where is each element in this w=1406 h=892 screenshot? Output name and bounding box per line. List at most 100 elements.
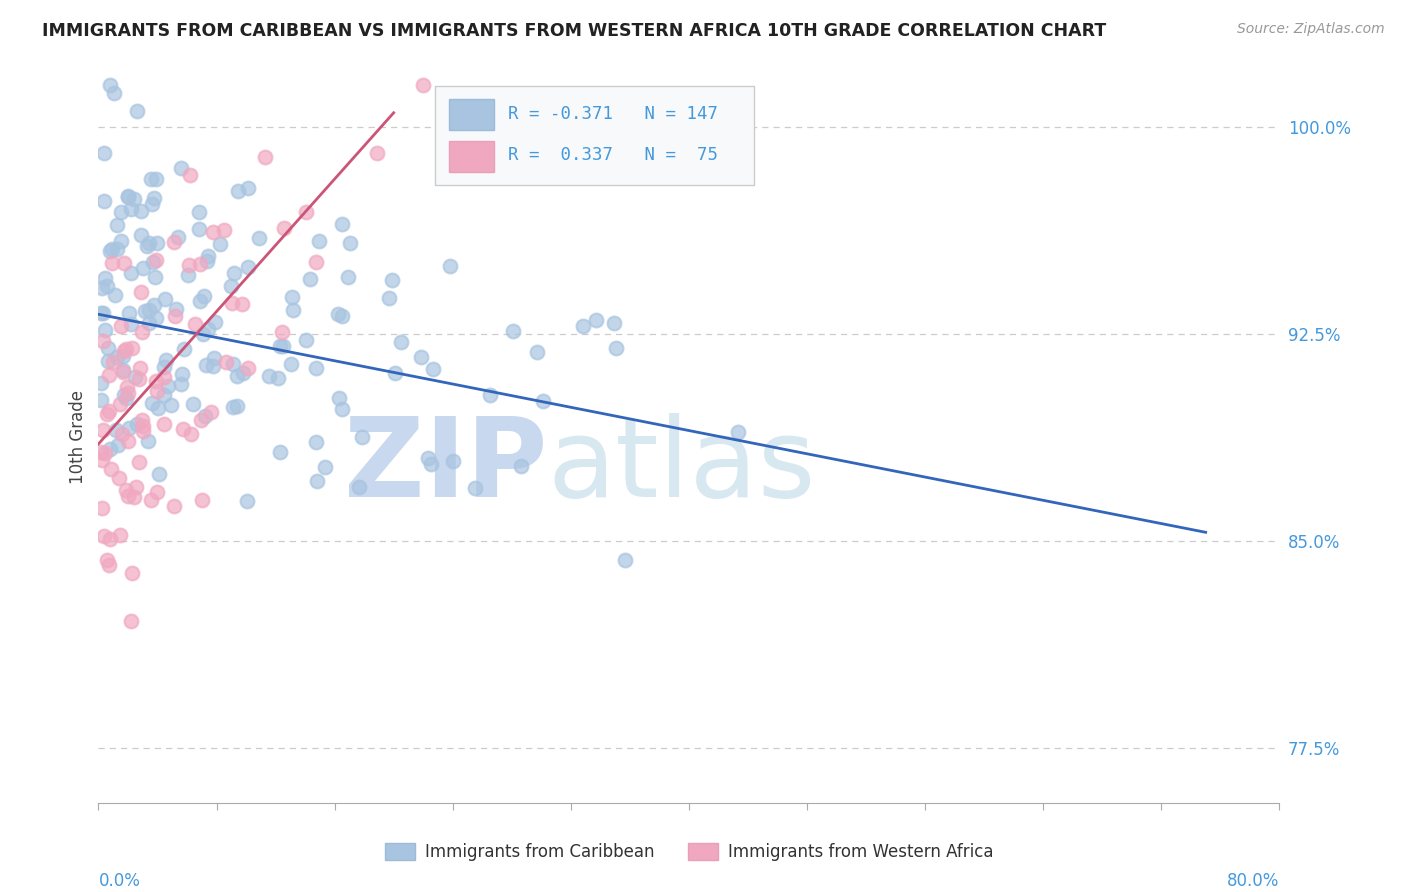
Point (269, 339, 291, 353)
Point (129, 360, 152, 375)
Point (236, 260, 259, 274)
Point (117, 386, 139, 401)
Point (326, 307, 349, 321)
Point (117, 420, 139, 434)
Point (336, 270, 359, 285)
Bar (449, 99, 494, 130)
Point (112, 350, 135, 364)
Point (273, 220, 295, 235)
Point (96, 408, 118, 422)
Point (142, 255, 165, 269)
Point (110, 205, 132, 219)
Point (225, 368, 247, 383)
Point (526, 344, 548, 359)
Point (305, 434, 328, 449)
Point (125, 417, 148, 431)
Point (330, 309, 353, 323)
Point (180, 426, 202, 441)
Point (572, 319, 595, 334)
Point (124, 370, 146, 384)
Point (101, 242, 124, 256)
Y-axis label: 10th Grade: 10th Grade (69, 390, 87, 484)
Point (531, 394, 554, 409)
Point (122, 192, 145, 206)
Point (129, 285, 152, 299)
Point (91, 501, 114, 516)
Text: atlas: atlas (547, 413, 815, 520)
Point (212, 223, 235, 237)
Point (224, 266, 246, 280)
Point (169, 161, 191, 175)
Point (98, 532, 121, 546)
Point (120, 614, 142, 628)
Point (605, 341, 627, 355)
Point (167, 230, 190, 244)
Point (121, 341, 143, 355)
Point (378, 291, 401, 305)
Point (90, 444, 112, 458)
Point (165, 302, 187, 317)
Point (179, 168, 201, 182)
Point (110, 318, 132, 333)
Point (197, 322, 219, 336)
Point (136, 239, 159, 253)
Point (104, 423, 127, 437)
Point (188, 256, 211, 270)
Point (177, 268, 200, 282)
Point (190, 413, 212, 427)
Point (97, 354, 120, 368)
Point (131, 413, 153, 427)
Point (419, 457, 441, 471)
Point (145, 310, 167, 325)
FancyBboxPatch shape (434, 86, 754, 185)
Point (146, 401, 169, 415)
Point (120, 202, 142, 216)
Point (479, 388, 502, 402)
Point (238, 181, 260, 195)
Point (112, 388, 135, 402)
Point (280, 357, 302, 371)
Point (281, 303, 304, 318)
Point (101, 355, 124, 369)
Point (111, 365, 134, 379)
Point (510, 458, 533, 473)
Text: Source: ZipAtlas.com: Source: ZipAtlas.com (1237, 22, 1385, 37)
Text: R =  0.337   N =  75: R = 0.337 N = 75 (508, 146, 718, 164)
Point (105, 218, 128, 232)
Point (193, 327, 215, 342)
Point (298, 272, 321, 286)
Point (153, 360, 176, 375)
Point (120, 317, 142, 331)
Text: 80.0%: 80.0% (1227, 871, 1279, 890)
Point (94, 446, 117, 460)
Point (98, 368, 121, 383)
Point (163, 309, 186, 323)
Point (138, 302, 160, 317)
Point (104, 288, 127, 302)
Point (173, 343, 195, 357)
Point (502, 324, 524, 338)
Point (115, 380, 138, 394)
Point (235, 494, 257, 508)
Point (112, 343, 135, 358)
Point (117, 489, 139, 503)
Point (125, 103, 148, 118)
Point (253, 150, 276, 164)
Point (98, 442, 121, 457)
Point (330, 217, 353, 231)
Point (141, 395, 163, 409)
Point (97, 558, 120, 572)
Point (90, 376, 112, 391)
Point (222, 400, 245, 414)
Point (97, 341, 120, 355)
Point (132, 418, 155, 433)
Point (112, 256, 135, 270)
Point (441, 453, 464, 467)
Point (117, 190, 139, 204)
Point (105, 242, 128, 256)
Point (201, 359, 224, 374)
Point (142, 298, 165, 312)
Point (195, 253, 218, 268)
Point (94, 271, 117, 285)
Point (202, 351, 225, 366)
